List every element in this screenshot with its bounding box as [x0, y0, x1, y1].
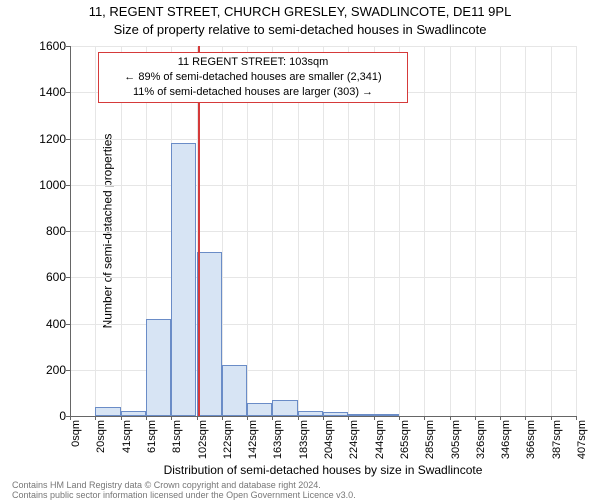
y-tick-mark [66, 370, 70, 371]
y-tick-mark [66, 92, 70, 93]
plot-area: 11 REGENT STREET: 103sqm← 89% of semi-de… [70, 46, 576, 416]
chart-container: 11, REGENT STREET, CHURCH GRESLEY, SWADL… [0, 0, 600, 500]
x-tick-label: 407sqm [576, 420, 588, 470]
grid-horizontal [70, 185, 576, 186]
histogram-bar [247, 403, 272, 416]
x-axis-title: Distribution of semi-detached houses by … [70, 463, 576, 477]
y-tick-label: 600 [6, 270, 66, 284]
chart-title-address: 11, REGENT STREET, CHURCH GRESLEY, SWADL… [0, 4, 600, 19]
annotation-line1: 11 REGENT STREET: 103sqm [103, 55, 403, 70]
grid-horizontal [70, 277, 576, 278]
grid-vertical [576, 46, 577, 416]
grid-horizontal [70, 231, 576, 232]
y-tick-label: 1400 [6, 85, 66, 99]
y-tick-mark [66, 231, 70, 232]
y-tick-mark [66, 139, 70, 140]
annotation-line2: ← 89% of semi-detached houses are smalle… [103, 70, 403, 85]
y-axis-line [70, 46, 71, 416]
histogram-bar [171, 143, 196, 416]
chart-title-desc: Size of property relative to semi-detach… [0, 22, 600, 37]
y-tick-label: 200 [6, 363, 66, 377]
y-tick-label: 400 [6, 317, 66, 331]
footer-line-2: Contains public sector information licen… [0, 490, 600, 500]
y-tick-label: 800 [6, 224, 66, 238]
y-tick-mark [66, 324, 70, 325]
histogram-bar [197, 252, 222, 416]
y-tick-mark [66, 277, 70, 278]
y-tick-mark [66, 46, 70, 47]
y-tick-mark [66, 185, 70, 186]
y-tick-label: 1600 [6, 39, 66, 53]
histogram-bar [95, 407, 120, 416]
histogram-bar [146, 319, 171, 416]
histogram-bar [222, 365, 247, 416]
footer-line-1: Contains HM Land Registry data © Crown c… [0, 480, 600, 490]
grid-horizontal [70, 139, 576, 140]
y-tick-label: 1000 [6, 178, 66, 192]
y-tick-label: 1200 [6, 132, 66, 146]
y-tick-label: 0 [6, 409, 66, 423]
annotation-line3: 11% of semi-detached houses are larger (… [103, 85, 403, 100]
grid-horizontal [70, 46, 576, 47]
histogram-bar [272, 400, 297, 416]
annotation-box: 11 REGENT STREET: 103sqm← 89% of semi-de… [98, 52, 408, 103]
